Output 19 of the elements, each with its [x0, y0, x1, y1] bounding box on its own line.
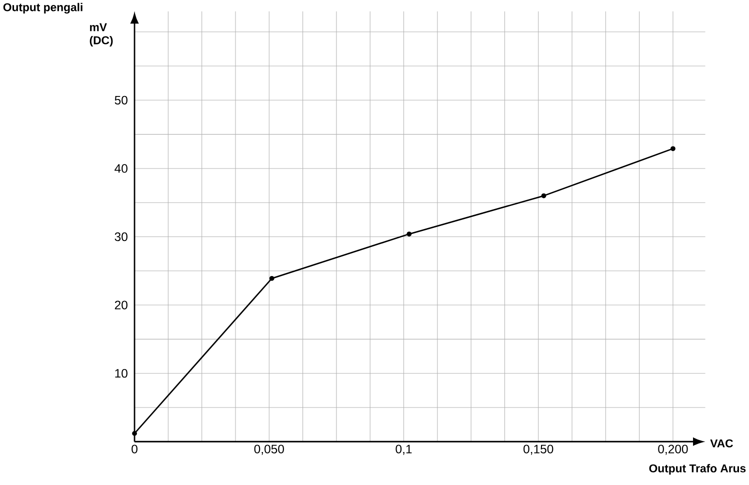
x-tick-label: 0,050	[254, 444, 284, 456]
text: VAC	[710, 440, 733, 448]
point	[269, 276, 274, 282]
y-tick-label: 30	[114, 232, 128, 242]
y-tick-label: 10	[115, 369, 128, 378]
point	[132, 431, 137, 436]
x-tick-label: 0,150	[524, 444, 554, 456]
y-axis-title: Output pengali	[3, 3, 82, 14]
y-tick-label: 40	[114, 164, 128, 173]
text: mV (DC)	[90, 23, 113, 47]
y-tick-label: 20	[114, 300, 128, 310]
y-tick-label: 50	[114, 96, 128, 105]
x-axis-title: Output Trafo Arus	[649, 464, 746, 475]
x-tick-label: 0	[132, 444, 138, 454]
x-tick-label: 0,1	[396, 444, 412, 456]
x-tick-label: 0,200	[658, 444, 688, 456]
point	[670, 146, 676, 152]
point	[541, 193, 546, 198]
point	[406, 232, 412, 237]
